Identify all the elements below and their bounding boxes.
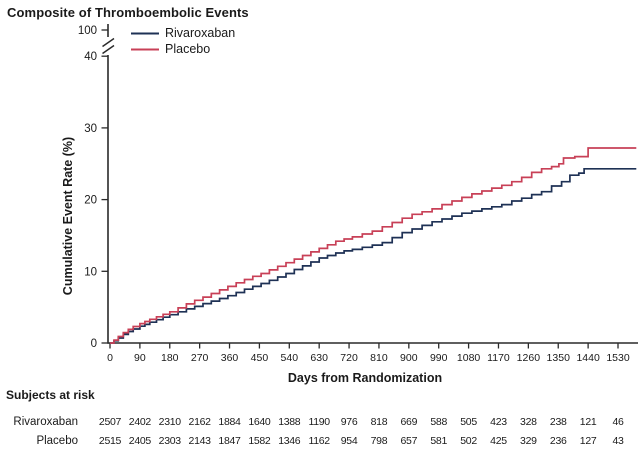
risk-count: 423 (490, 416, 507, 428)
risk-count: 1346 (278, 435, 301, 447)
risk-count: 818 (370, 416, 388, 428)
risk-count: 1582 (248, 435, 271, 447)
risk-count: 1640 (248, 416, 271, 428)
risk-count: 2507 (98, 416, 122, 428)
risk-count: 505 (460, 416, 477, 428)
risk-count: 329 (520, 435, 537, 447)
x-tick-label: 540 (281, 352, 299, 364)
risk-count: 954 (340, 435, 358, 447)
x-tick-label: 720 (340, 352, 358, 364)
y-tick-label: 30 (84, 123, 97, 135)
risk-count: 2405 (128, 435, 151, 447)
y-tick-label: 10 (84, 266, 97, 278)
risk-count: 2143 (188, 435, 211, 447)
risk-count: 236 (549, 435, 567, 447)
risk-count: 1190 (308, 416, 330, 428)
x-tick-label: 1530 (606, 352, 630, 364)
x-tick-label: 360 (221, 352, 239, 364)
risk-count: 238 (549, 416, 567, 428)
y-axis-title: Cumulative Event Rate (%) (61, 136, 75, 296)
risk-count: 2515 (98, 435, 122, 447)
risk-count: 798 (370, 435, 388, 447)
risk-count: 1847 (218, 435, 241, 447)
risk-row-label-rivaroxaban: Rivaroxaban (13, 416, 78, 428)
risk-count: 657 (400, 435, 418, 447)
series-line-placebo (110, 147, 637, 344)
risk-count: 588 (430, 416, 448, 428)
x-tick-label: 270 (191, 352, 209, 364)
risk-count: 1162 (308, 435, 330, 447)
y-axis-break-mark (102, 37, 115, 48)
x-tick-label: 1170 (487, 352, 510, 364)
x-tick-label: 1260 (517, 352, 541, 364)
risk-count: 2402 (128, 416, 151, 428)
risk-count: 1388 (278, 416, 301, 428)
y-axis-break-mark (102, 44, 115, 55)
risk-table-heading: Subjects at risk (6, 388, 95, 402)
legend-label-placebo: Placebo (165, 42, 211, 56)
risk-count: 43 (612, 435, 624, 447)
x-tick-label: 180 (161, 352, 179, 364)
x-tick-label: 1350 (547, 352, 571, 364)
risk-count: 669 (400, 416, 418, 428)
x-tick-label: 450 (251, 352, 269, 364)
x-tick-label: 810 (370, 352, 388, 364)
y-tick-label: 20 (84, 195, 97, 207)
risk-row-label-placebo: Placebo (36, 435, 78, 447)
risk-count: 121 (579, 416, 597, 428)
x-tick-label: 1440 (576, 352, 600, 364)
x-tick-label: 90 (134, 352, 146, 364)
y-tick-label: 40 (84, 51, 97, 63)
y-tick-label: 100 (78, 25, 97, 37)
x-tick-label: 1080 (457, 352, 481, 364)
risk-count: 581 (430, 435, 448, 447)
risk-count: 127 (579, 435, 597, 447)
risk-count: 2303 (158, 435, 181, 447)
risk-count: 425 (490, 435, 507, 447)
risk-count: 1884 (218, 416, 241, 428)
x-tick-label: 990 (430, 352, 448, 364)
x-tick-label: 900 (400, 352, 418, 364)
series-line-rivaroxaban (110, 167, 637, 344)
legend-label-rivaroxaban: Rivaroxaban (165, 26, 236, 40)
risk-count: 2162 (188, 416, 211, 428)
x-tick-label: 630 (310, 352, 328, 364)
risk-count: 2310 (158, 416, 181, 428)
y-tick-label: 0 (91, 338, 97, 350)
x-axis-title: Days from Randomization (287, 371, 443, 385)
risk-count: 46 (612, 416, 624, 428)
risk-count: 328 (520, 416, 537, 428)
risk-count: 976 (340, 416, 358, 428)
chart-title: Composite of Thromboembolic Events (7, 5, 249, 20)
risk-count: 502 (460, 435, 477, 447)
x-tick-label: 0 (107, 352, 113, 364)
